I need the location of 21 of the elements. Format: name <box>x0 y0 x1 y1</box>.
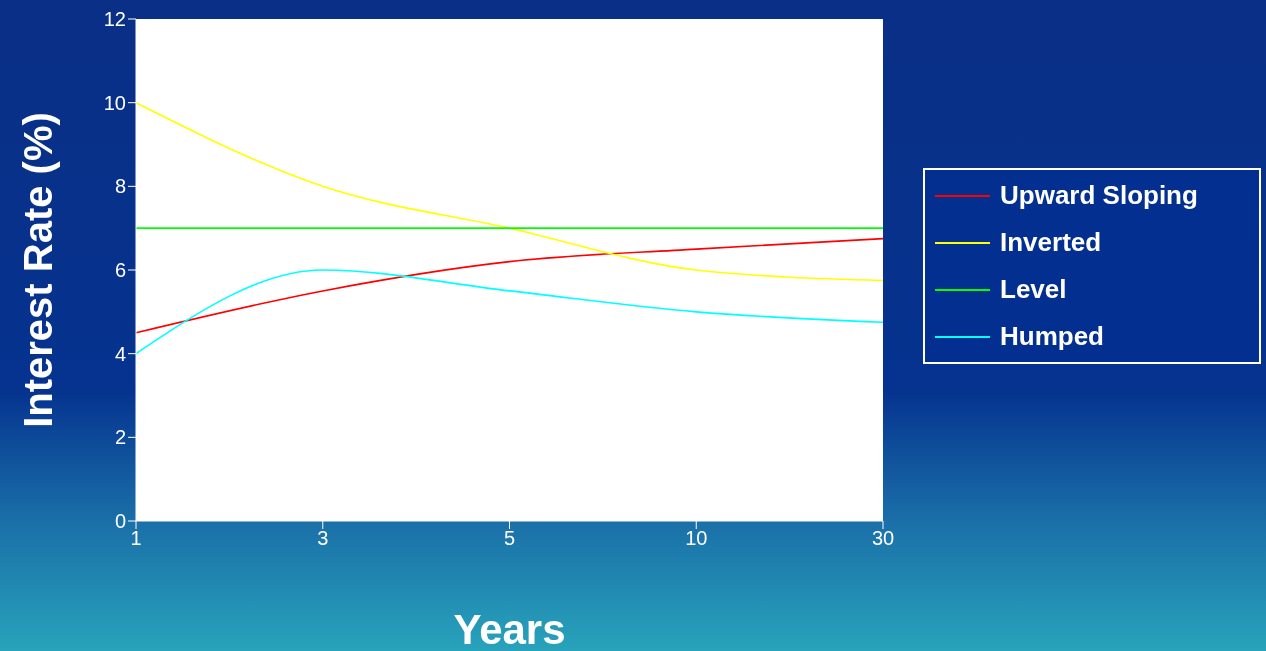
legend-label: Level <box>1000 274 1067 305</box>
y-tick-label: 2 <box>114 426 126 449</box>
y-tick-label: 10 <box>103 91 126 114</box>
line-series <box>135 269 884 355</box>
y-tick-label: 0 <box>114 510 126 533</box>
x-tick-label: 1 <box>130 527 142 550</box>
y-axis-title: Interest Rate (%) <box>16 112 60 428</box>
x-tick-label: 3 <box>317 527 329 550</box>
x-tick-label: 5 <box>503 527 516 550</box>
x-tick-label: 30 <box>871 527 895 550</box>
y-tick-label: 12 <box>103 8 126 31</box>
legend-label: Upward Sloping <box>1000 180 1198 211</box>
y-tick-label: 6 <box>114 259 126 282</box>
legend-label: Humped <box>1000 321 1104 352</box>
line-series <box>135 101 884 282</box>
x-axis-title: Years <box>453 605 566 651</box>
y-tick-label: 4 <box>114 342 126 365</box>
x-tick-label: 10 <box>685 527 708 550</box>
line-series <box>135 237 884 334</box>
y-tick-label: 8 <box>114 175 126 198</box>
legend-label: Inverted <box>1000 227 1102 258</box>
